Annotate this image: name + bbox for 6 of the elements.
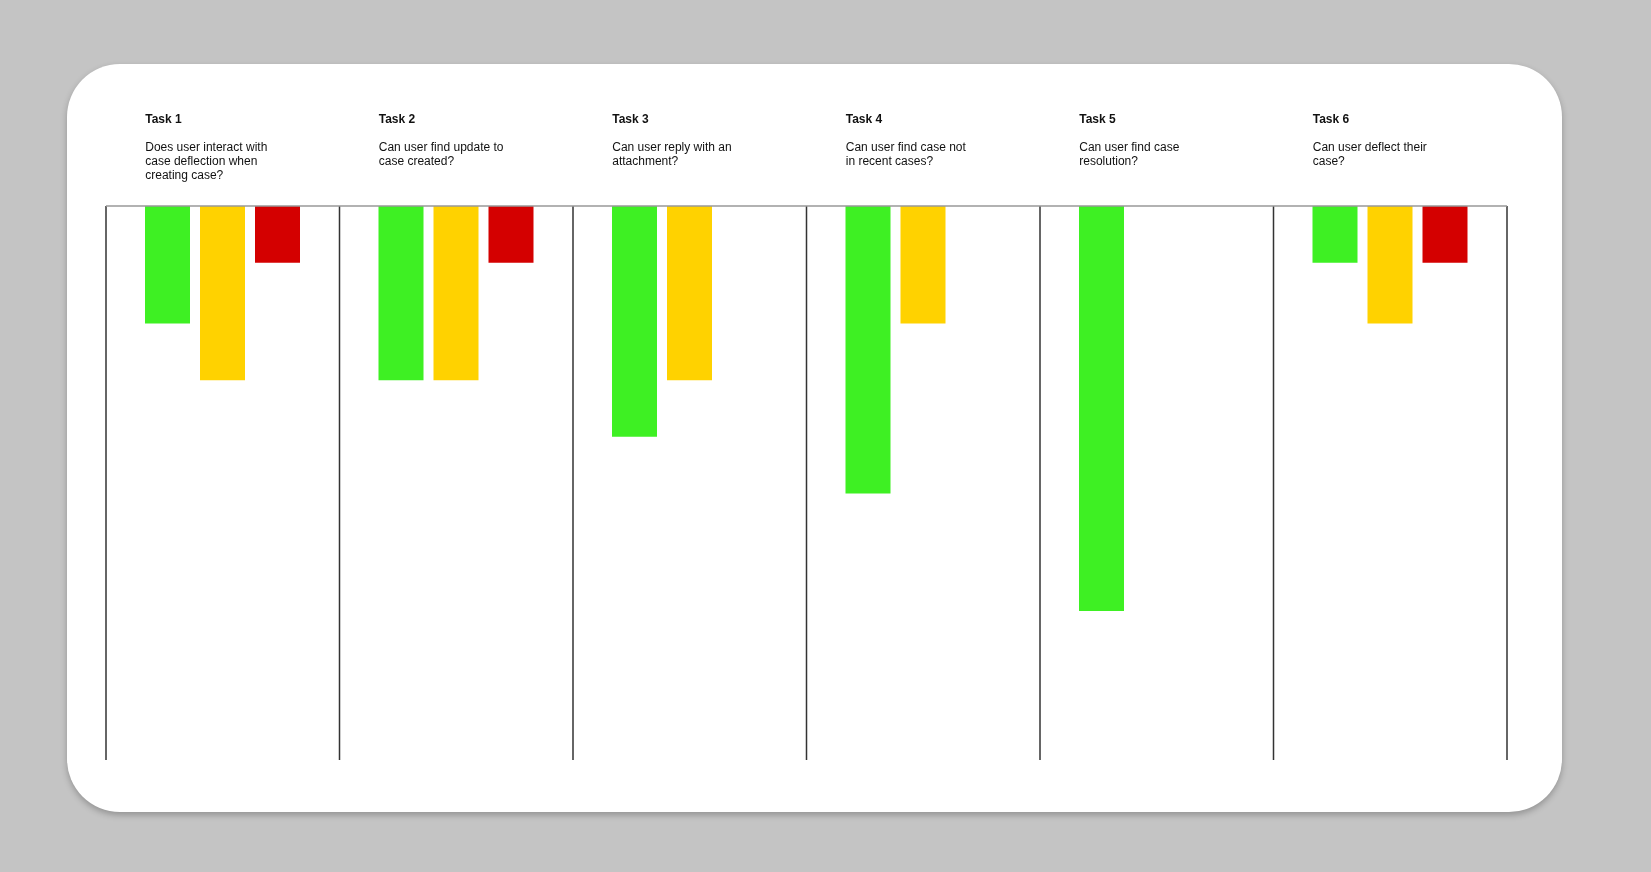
x-tick-label: Task 3 Can user reply with an attachment? bbox=[612, 112, 732, 168]
x-tick-label: Task 5 Can user find case resolution? bbox=[1079, 112, 1180, 168]
x-tick-label: Task 6 Can user deflect their case? bbox=[1312, 112, 1427, 168]
x-tick-label: Task 1 Does user interact with case deflection when creating case? bbox=[145, 112, 268, 182]
x-tick-label: Task 2 Can user find update to case created? bbox=[378, 112, 504, 168]
x-tick-label: Task 4 Can user find case not in recent cases? bbox=[845, 112, 967, 168]
